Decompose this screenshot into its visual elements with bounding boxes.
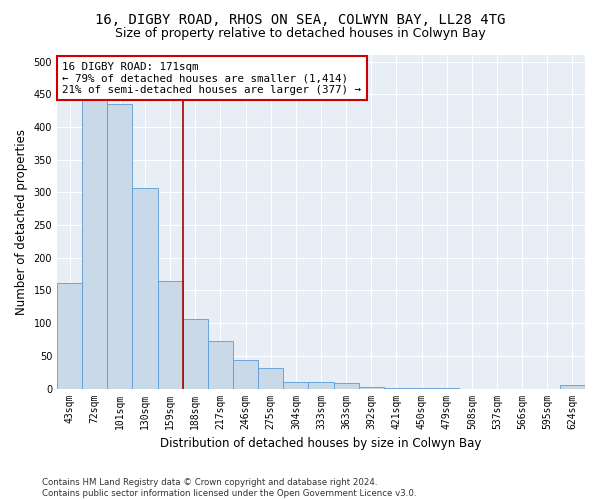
Text: 16 DIGBY ROAD: 171sqm
← 79% of detached houses are smaller (1,414)
21% of semi-d: 16 DIGBY ROAD: 171sqm ← 79% of detached … <box>62 62 361 95</box>
Bar <box>233 360 258 388</box>
Bar <box>158 282 183 389</box>
Bar <box>334 384 359 388</box>
Text: Size of property relative to detached houses in Colwyn Bay: Size of property relative to detached ho… <box>115 28 485 40</box>
Text: 16, DIGBY ROAD, RHOS ON SEA, COLWYN BAY, LL28 4TG: 16, DIGBY ROAD, RHOS ON SEA, COLWYN BAY,… <box>95 12 505 26</box>
Y-axis label: Number of detached properties: Number of detached properties <box>15 129 28 315</box>
Bar <box>359 387 384 388</box>
Bar <box>82 95 107 388</box>
Bar <box>560 386 585 388</box>
Bar <box>308 382 334 388</box>
Bar <box>133 188 158 388</box>
Text: Contains HM Land Registry data © Crown copyright and database right 2024.
Contai: Contains HM Land Registry data © Crown c… <box>42 478 416 498</box>
Bar <box>183 318 208 388</box>
Bar <box>258 368 283 388</box>
Bar <box>107 104 133 389</box>
Bar <box>283 382 308 388</box>
Bar <box>208 342 233 388</box>
X-axis label: Distribution of detached houses by size in Colwyn Bay: Distribution of detached houses by size … <box>160 437 482 450</box>
Bar <box>57 284 82 389</box>
